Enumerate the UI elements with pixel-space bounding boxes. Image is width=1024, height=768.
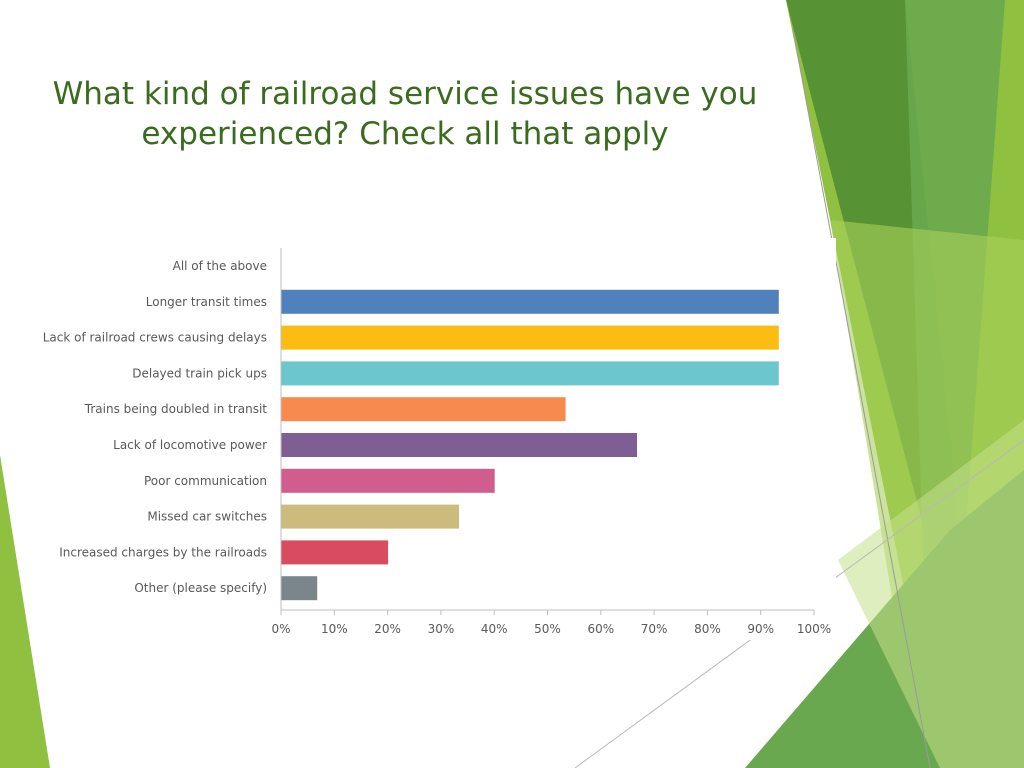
bar xyxy=(281,361,779,386)
x-tick-label: 60% xyxy=(587,622,614,636)
decor-shape-left xyxy=(0,455,50,768)
category-label: Other (please specify) xyxy=(134,581,267,595)
category-label: Lack of railroad crews causing delays xyxy=(43,331,267,345)
x-tick-label: 10% xyxy=(321,622,348,636)
x-tick-label: 70% xyxy=(641,622,668,636)
category-label: Longer transit times xyxy=(146,295,267,309)
x-tick-label: 100% xyxy=(797,622,831,636)
x-tick-label: 80% xyxy=(694,622,721,636)
category-label: Trains being doubled in transit xyxy=(84,402,267,416)
bar-chart: All of the above Longer transit times Lack… xyxy=(43,248,831,636)
decor-shape-bottom-pale xyxy=(838,420,1024,768)
bar xyxy=(281,433,638,457)
x-tick-label: 0% xyxy=(271,622,290,636)
category-label: Lack of locomotive power xyxy=(113,438,267,452)
bar xyxy=(281,540,389,565)
bar xyxy=(281,504,459,529)
category-label: Missed car switches xyxy=(147,510,267,524)
bar xyxy=(281,289,779,314)
decor-line-1 xyxy=(792,29,931,768)
chart-panel: All of the above Longer transit times Lack… xyxy=(40,238,836,640)
x-tick-label: 40% xyxy=(481,622,508,636)
x-tick-label: 90% xyxy=(747,622,774,636)
x-tick-label: 50% xyxy=(534,622,561,636)
category-label: Delayed train pick ups xyxy=(132,366,267,380)
category-label: Increased charges by the railroads xyxy=(59,545,267,559)
category-label: Poor communication xyxy=(144,474,267,488)
category-label: All of the above xyxy=(173,259,267,273)
x-tick-label: 30% xyxy=(428,622,455,636)
bar xyxy=(281,468,495,493)
bar xyxy=(281,325,779,350)
bar xyxy=(281,397,566,422)
x-tick-label: 20% xyxy=(374,622,401,636)
slide-title: What kind of railroad service issues hav… xyxy=(52,76,758,152)
bar xyxy=(281,576,318,601)
